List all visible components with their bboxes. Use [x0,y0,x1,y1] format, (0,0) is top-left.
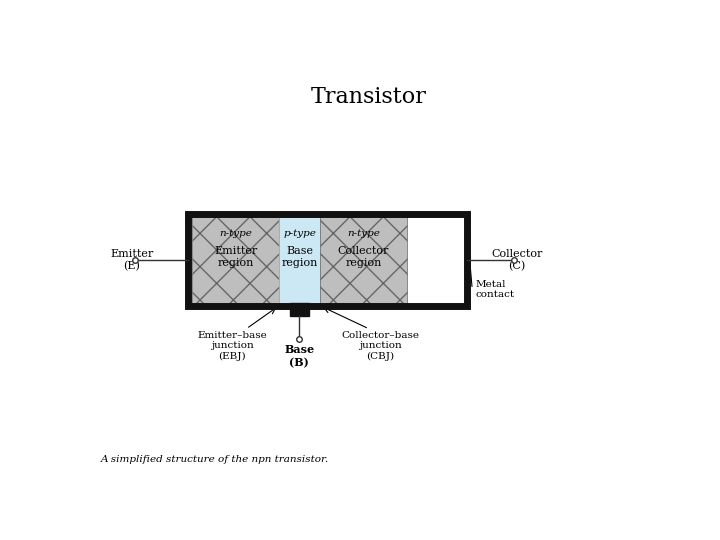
Text: Metal
contact: Metal contact [475,280,514,299]
Text: Collector
region: Collector region [338,246,389,268]
Text: Base
region: Base region [282,246,318,268]
Text: Emitter–base
junction
(EBJ): Emitter–base junction (EBJ) [197,331,267,361]
Text: Collector
(C): Collector (C) [491,249,543,271]
Text: n-type: n-type [347,229,380,238]
Text: A simplified structure of the npn transistor.: A simplified structure of the npn transi… [101,455,329,464]
Bar [289,303,309,316]
Bar [188,214,467,306]
Text: Emitter
(E): Emitter (E) [110,249,153,271]
Text: Transistor: Transistor [311,85,427,107]
Bar [320,218,407,304]
Text: Emitter
region: Emitter region [214,246,257,268]
Bar [192,218,279,304]
Text: Collector–base
junction
(CBJ): Collector–base junction (CBJ) [341,331,419,361]
Text: p-type: p-type [284,229,316,238]
Bar [279,218,320,304]
Text: Base
(B): Base (B) [284,344,315,368]
Text: n-type: n-type [219,229,252,238]
